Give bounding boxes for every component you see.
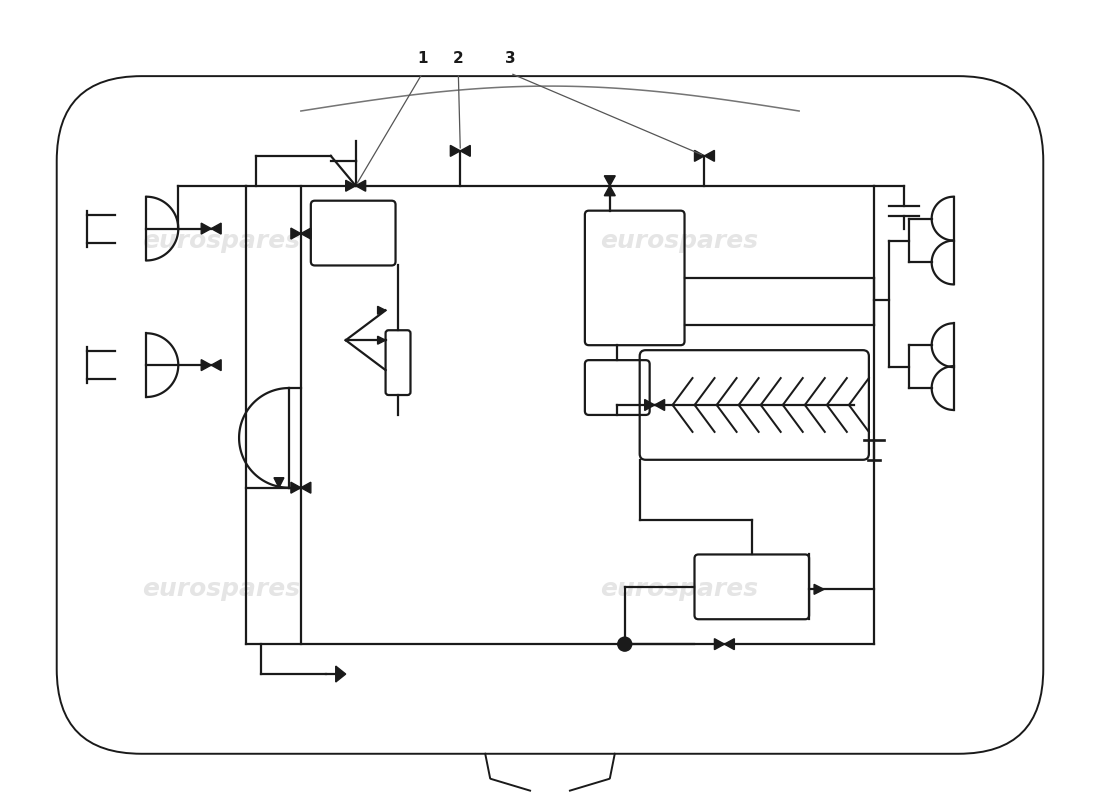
Polygon shape	[301, 228, 311, 239]
Polygon shape	[694, 150, 704, 162]
Polygon shape	[704, 150, 714, 162]
Polygon shape	[274, 478, 284, 488]
Polygon shape	[336, 666, 345, 682]
Polygon shape	[725, 638, 735, 650]
Polygon shape	[290, 228, 301, 239]
Polygon shape	[211, 360, 221, 370]
Text: 1: 1	[417, 51, 428, 66]
Polygon shape	[814, 584, 824, 594]
Polygon shape	[377, 336, 386, 344]
Text: eurospares: eurospares	[601, 229, 759, 253]
Polygon shape	[355, 180, 365, 191]
Text: 3: 3	[505, 51, 516, 66]
Polygon shape	[301, 482, 311, 493]
Polygon shape	[211, 223, 221, 234]
Polygon shape	[345, 180, 355, 191]
Text: 2: 2	[453, 51, 464, 66]
Polygon shape	[714, 638, 725, 650]
Polygon shape	[450, 146, 460, 156]
Polygon shape	[654, 399, 664, 410]
Polygon shape	[201, 360, 211, 370]
Circle shape	[618, 637, 631, 651]
Polygon shape	[604, 186, 615, 196]
Polygon shape	[645, 399, 654, 410]
Text: eurospares: eurospares	[142, 229, 300, 253]
Polygon shape	[604, 176, 615, 186]
Text: eurospares: eurospares	[601, 578, 759, 602]
Polygon shape	[201, 223, 211, 234]
Text: eurospares: eurospares	[142, 578, 300, 602]
Polygon shape	[290, 482, 301, 493]
Polygon shape	[377, 306, 386, 314]
Polygon shape	[460, 146, 471, 156]
